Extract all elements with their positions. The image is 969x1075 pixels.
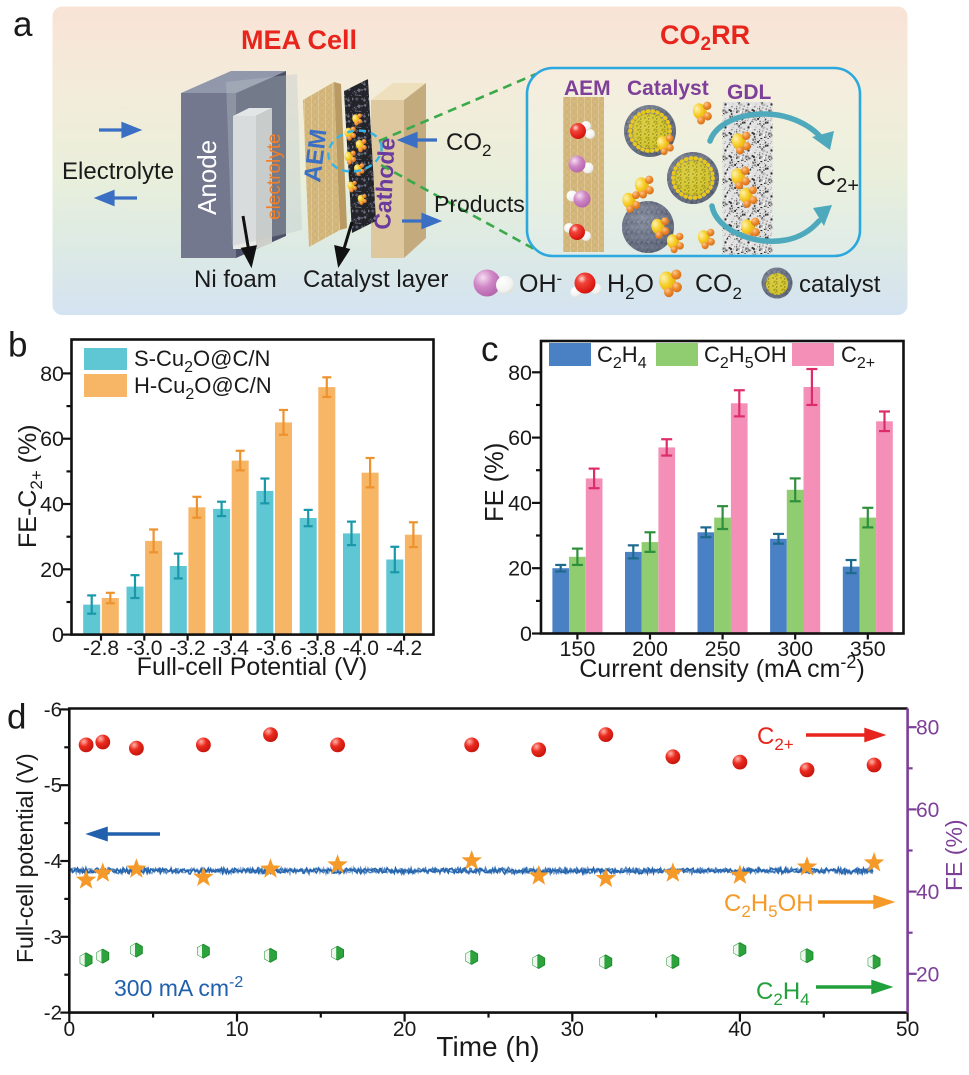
svg-text:10: 10 bbox=[225, 1018, 248, 1041]
svg-text:AEM: AEM bbox=[564, 77, 611, 100]
svg-text:40: 40 bbox=[916, 881, 939, 904]
svg-text:350: 350 bbox=[850, 637, 886, 661]
svg-text:C2H4: C2H4 bbox=[756, 978, 810, 1009]
svg-text:H-Cu2O@C/N: H-Cu2O@C/N bbox=[134, 373, 272, 403]
svg-text:30: 30 bbox=[561, 1018, 584, 1041]
svg-text:b: b bbox=[8, 326, 27, 365]
svg-text:20: 20 bbox=[916, 963, 939, 986]
svg-text:300: 300 bbox=[777, 637, 813, 661]
svg-text:d: d bbox=[7, 698, 26, 737]
svg-text:C2+: C2+ bbox=[841, 342, 875, 372]
svg-text:60: 60 bbox=[916, 799, 939, 822]
svg-text:catalyst: catalyst bbox=[799, 271, 881, 298]
svg-text:Full-cell potential (V): Full-cell potential (V) bbox=[12, 753, 38, 963]
svg-text:250: 250 bbox=[705, 637, 741, 661]
svg-text:Products: Products bbox=[434, 191, 525, 217]
svg-text:80: 80 bbox=[40, 362, 64, 386]
svg-text:c: c bbox=[481, 330, 499, 369]
svg-text:Full-cell Potential (V): Full-cell Potential (V) bbox=[137, 653, 368, 681]
svg-text:-4.0: -4.0 bbox=[343, 637, 379, 660]
svg-text:80: 80 bbox=[508, 361, 532, 385]
svg-text:40: 40 bbox=[508, 491, 532, 515]
svg-text:-5: -5 bbox=[44, 774, 62, 797]
svg-text:50: 50 bbox=[896, 1018, 919, 1041]
svg-text:Catalyst layer: Catalyst layer bbox=[303, 266, 448, 293]
svg-text:Ni foam: Ni foam bbox=[194, 266, 277, 293]
svg-text:Time (h): Time (h) bbox=[436, 1031, 539, 1062]
svg-text:-3.8: -3.8 bbox=[299, 637, 335, 660]
svg-text:-3.4: -3.4 bbox=[213, 637, 250, 660]
svg-text:20: 20 bbox=[508, 557, 532, 581]
svg-text:electrolyte: electrolyte bbox=[264, 133, 285, 220]
svg-text:-3.6: -3.6 bbox=[256, 637, 292, 660]
svg-text:300 mA cm-2: 300 mA cm-2 bbox=[114, 974, 243, 1001]
svg-text:C2H5OH: C2H5OH bbox=[724, 890, 814, 921]
svg-text:-2: -2 bbox=[44, 1002, 62, 1025]
svg-text:C2H5OH: C2H5OH bbox=[704, 342, 787, 372]
svg-text:0: 0 bbox=[520, 622, 532, 646]
svg-text:CO2RR: CO2RR bbox=[660, 20, 750, 55]
svg-text:MEA Cell: MEA Cell bbox=[241, 25, 357, 55]
svg-text:0: 0 bbox=[63, 1018, 75, 1041]
svg-text:a: a bbox=[13, 5, 33, 44]
svg-text:-4.2: -4.2 bbox=[386, 637, 422, 660]
svg-text:80: 80 bbox=[916, 717, 939, 740]
svg-text:-2.8: -2.8 bbox=[83, 637, 119, 660]
svg-text:FE (%): FE (%) bbox=[941, 819, 967, 891]
svg-text:60: 60 bbox=[508, 426, 532, 450]
svg-text:AEM: AEM bbox=[299, 127, 332, 183]
svg-text:S-Cu2O@C/N: S-Cu2O@C/N bbox=[134, 346, 270, 376]
svg-text:C2+: C2+ bbox=[757, 723, 794, 754]
svg-text:20: 20 bbox=[40, 558, 64, 582]
svg-text:150: 150 bbox=[559, 637, 595, 661]
svg-text:-3.0: -3.0 bbox=[126, 637, 162, 660]
svg-text:Catalyst: Catalyst bbox=[627, 77, 709, 100]
svg-text:Anode: Anode bbox=[192, 140, 222, 215]
svg-text:OH-: OH- bbox=[519, 269, 562, 298]
svg-text:200: 200 bbox=[632, 637, 668, 661]
svg-text:FE-C2+ (%): FE-C2+ (%) bbox=[14, 424, 46, 548]
svg-text:Current density (mA cm-2): Current density (mA cm-2) bbox=[579, 652, 865, 683]
svg-text:20: 20 bbox=[393, 1018, 416, 1041]
svg-text:C2H4: C2H4 bbox=[597, 342, 647, 372]
svg-text:-4: -4 bbox=[44, 850, 62, 873]
svg-text:Electrolyte: Electrolyte bbox=[62, 158, 174, 185]
svg-text:0: 0 bbox=[52, 623, 64, 647]
svg-text:40: 40 bbox=[40, 493, 64, 517]
svg-text:GDL: GDL bbox=[727, 81, 772, 104]
svg-text:40: 40 bbox=[728, 1018, 751, 1041]
svg-text:-3.2: -3.2 bbox=[170, 637, 206, 660]
svg-text:60: 60 bbox=[40, 427, 64, 451]
svg-text:-6: -6 bbox=[44, 698, 62, 721]
svg-text:-3: -3 bbox=[44, 926, 62, 949]
svg-text:FE (%): FE (%) bbox=[481, 443, 509, 522]
